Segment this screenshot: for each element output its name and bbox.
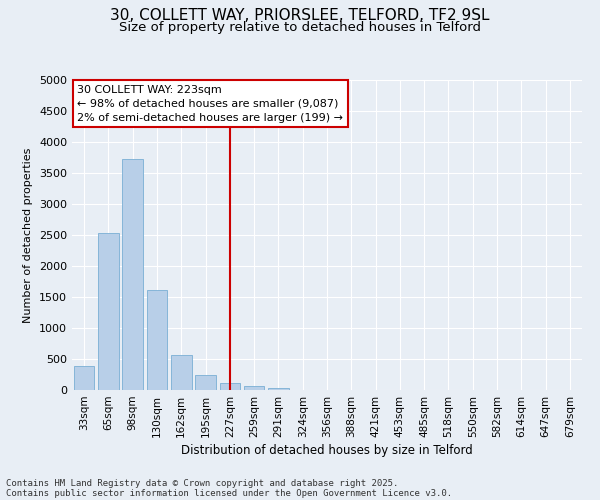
Bar: [171, 356, 191, 390]
Y-axis label: Number of detached properties: Number of detached properties: [23, 148, 34, 322]
Bar: [122, 160, 143, 390]
Bar: [74, 366, 94, 390]
Text: 30, COLLETT WAY, PRIORSLEE, TELFORD, TF2 9SL: 30, COLLETT WAY, PRIORSLEE, TELFORD, TF2…: [110, 8, 490, 22]
Bar: [195, 375, 216, 390]
Text: 30 COLLETT WAY: 223sqm
← 98% of detached houses are smaller (9,087)
2% of semi-d: 30 COLLETT WAY: 223sqm ← 98% of detached…: [77, 84, 343, 122]
Text: Contains public sector information licensed under the Open Government Licence v3: Contains public sector information licen…: [6, 488, 452, 498]
Bar: [220, 383, 240, 390]
Bar: [98, 233, 119, 390]
Text: Size of property relative to detached houses in Telford: Size of property relative to detached ho…: [119, 21, 481, 34]
Bar: [244, 386, 265, 390]
Text: Contains HM Land Registry data © Crown copyright and database right 2025.: Contains HM Land Registry data © Crown c…: [6, 478, 398, 488]
Bar: [268, 388, 289, 390]
X-axis label: Distribution of detached houses by size in Telford: Distribution of detached houses by size …: [181, 444, 473, 457]
Bar: [146, 290, 167, 390]
